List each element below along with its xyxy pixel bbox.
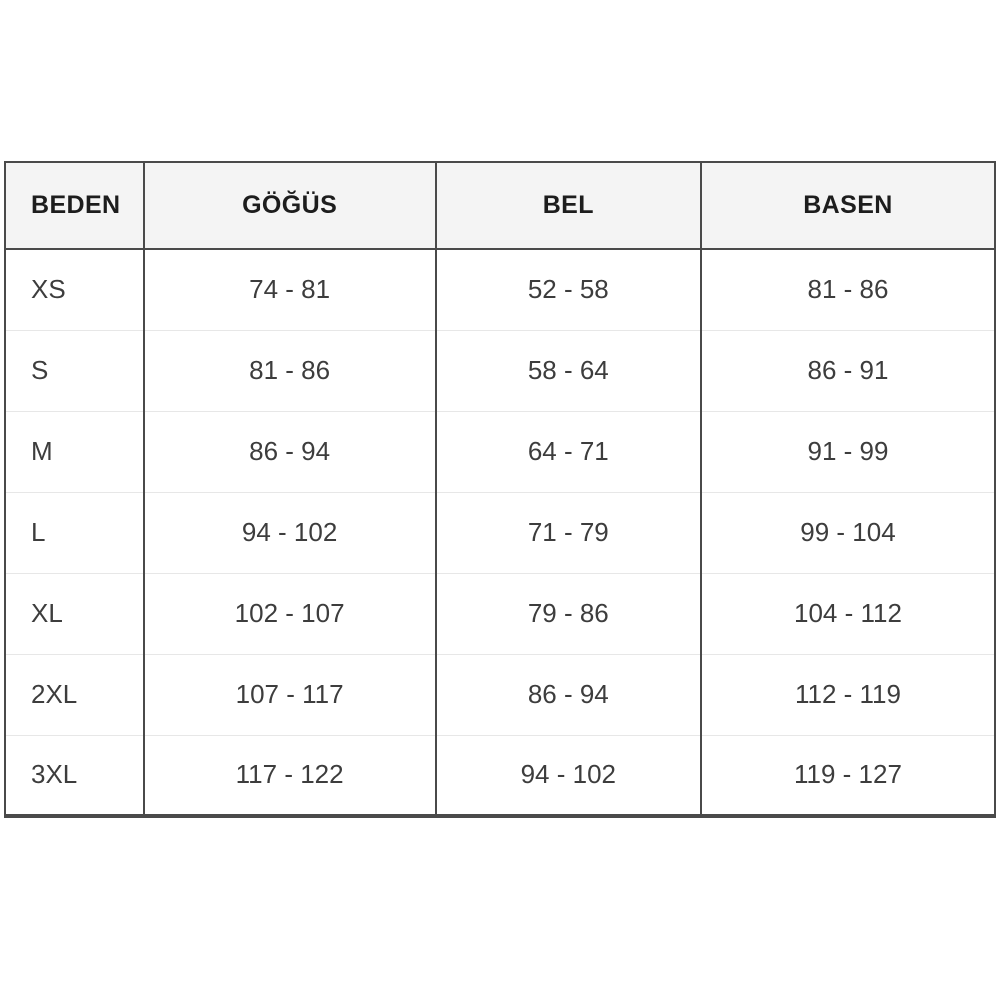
chest-range: 74 - 81 — [142, 249, 436, 330]
size-label: M — [5, 410, 144, 492]
waist-range: 94 - 102 — [434, 734, 701, 816]
size-chart-container: BEDEN GÖĞÜS BEL BASEN XS 74 - 81 52 - 58… — [4, 161, 996, 818]
table-row: 2XL 107 - 117 86 - 94 112 - 119 — [5, 653, 995, 735]
hip-range: 81 - 86 — [699, 249, 995, 330]
table-row: S 81 - 86 58 - 64 86 - 91 — [5, 329, 995, 411]
waist-range: 52 - 58 — [434, 249, 701, 330]
waist-range: 71 - 79 — [434, 491, 701, 573]
hip-range: 86 - 91 — [699, 329, 995, 411]
hip-range: 119 - 127 — [699, 734, 995, 816]
size-label: 3XL — [5, 734, 144, 816]
chest-range: 107 - 117 — [142, 653, 436, 735]
hip-range: 91 - 99 — [699, 410, 995, 492]
chest-range: 94 - 102 — [142, 491, 436, 573]
table-row: 3XL 117 - 122 94 - 102 119 - 127 — [5, 734, 995, 816]
size-chart-body: XS 74 - 81 52 - 58 81 - 86 S 81 - 86 58 … — [5, 249, 995, 816]
waist-range: 58 - 64 — [434, 329, 701, 411]
size-chart-header: BEDEN GÖĞÜS BEL BASEN — [5, 162, 995, 250]
chest-range: 117 - 122 — [142, 734, 436, 816]
chest-range: 86 - 94 — [142, 410, 436, 492]
column-header-basen: BASEN — [699, 162, 995, 250]
hip-range: 104 - 112 — [699, 572, 995, 654]
size-label: S — [5, 329, 144, 411]
header-row: BEDEN GÖĞÜS BEL BASEN — [5, 162, 995, 250]
column-header-bel: BEL — [434, 162, 701, 250]
table-row: XS 74 - 81 52 - 58 81 - 86 — [5, 249, 995, 330]
size-label: L — [5, 491, 144, 573]
waist-range: 64 - 71 — [434, 410, 701, 492]
chest-range: 102 - 107 — [142, 572, 436, 654]
size-chart-table: BEDEN GÖĞÜS BEL BASEN XS 74 - 81 52 - 58… — [4, 161, 996, 818]
size-label: XL — [5, 572, 144, 654]
table-row: M 86 - 94 64 - 71 91 - 99 — [5, 410, 995, 492]
hip-range: 112 - 119 — [699, 653, 995, 735]
column-header-gogus: GÖĞÜS — [142, 162, 436, 250]
column-header-beden: BEDEN — [5, 162, 144, 250]
size-label: 2XL — [5, 653, 144, 735]
waist-range: 79 - 86 — [434, 572, 701, 654]
table-row: XL 102 - 107 79 - 86 104 - 112 — [5, 572, 995, 654]
hip-range: 99 - 104 — [699, 491, 995, 573]
size-label: XS — [31, 274, 66, 305]
chest-range: 81 - 86 — [142, 329, 436, 411]
table-row: L 94 - 102 71 - 79 99 - 104 — [5, 491, 995, 573]
waist-range: 86 - 94 — [434, 653, 701, 735]
